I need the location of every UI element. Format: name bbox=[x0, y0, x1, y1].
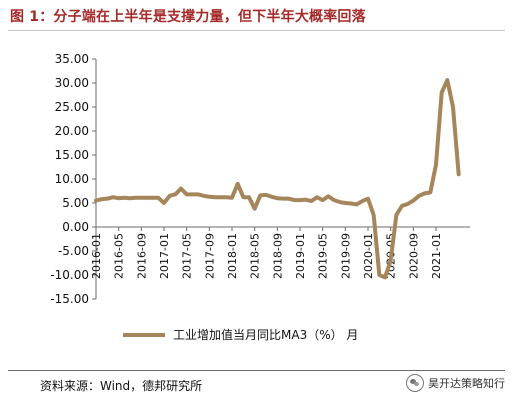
y-tick-label: 25.00 bbox=[55, 100, 89, 114]
x-tick-label: 2018-09 bbox=[271, 233, 284, 279]
source-note: 资料来源：Wind，德邦研究所 bbox=[40, 379, 203, 393]
x-tick-label: 2019-05 bbox=[317, 233, 330, 279]
y-tick-label: 15.00 bbox=[55, 148, 89, 162]
x-tick-label: 2020-01 bbox=[362, 233, 375, 279]
y-tick-label: -10.00 bbox=[50, 268, 89, 282]
line-chart: 35.00 30.00 25.00 20.00 15.00 10.00 5.00 0.00 -5… bbox=[50, 52, 470, 306]
legend-swatch bbox=[123, 332, 165, 337]
x-tick-label: 2018-01 bbox=[226, 233, 239, 279]
y-tick-label: 5.00 bbox=[62, 196, 89, 210]
wechat-icon bbox=[406, 374, 424, 392]
chart-title: 图 1：分子端在上半年是支撑力量，但下半年大概率回落 bbox=[10, 9, 366, 25]
x-tick-label: 2021-01 bbox=[430, 233, 443, 279]
watermark-text: 昊开达策略知行 bbox=[428, 377, 505, 390]
y-tick-label: 30.00 bbox=[55, 76, 89, 90]
legend-label: 工业增加值当月同比MA3（%） 月 bbox=[173, 328, 359, 342]
x-tick-label: 2019-01 bbox=[294, 233, 307, 279]
y-tick-label: -15.00 bbox=[50, 292, 89, 306]
legend: 工业增加值当月同比MA3（%） 月 bbox=[123, 326, 358, 343]
source-divider bbox=[8, 370, 505, 371]
watermark: 昊开达策略知行 bbox=[404, 374, 507, 392]
x-tick-label: 2016-09 bbox=[135, 233, 148, 279]
y-tick-label: 35.00 bbox=[55, 52, 89, 66]
x-tick-label: 2017-01 bbox=[158, 233, 171, 279]
y-tick-label: 20.00 bbox=[55, 124, 89, 138]
title-divider bbox=[8, 30, 505, 31]
x-tick-label: 2018-05 bbox=[249, 233, 262, 279]
x-tick-label: 2017-09 bbox=[203, 233, 216, 279]
x-tick-label: 2019-09 bbox=[339, 233, 352, 279]
x-tick-label: 2020-09 bbox=[407, 233, 420, 279]
series-line bbox=[94, 78, 461, 280]
y-tick-label: 10.00 bbox=[55, 172, 89, 186]
x-tick-label: 2016-05 bbox=[113, 233, 126, 279]
y-tick-label: -5.00 bbox=[58, 244, 89, 258]
x-tick-label: 2017-05 bbox=[181, 233, 194, 279]
y-axis-ticks: 35.00 30.00 25.00 20.00 15.00 10.00 5.00 0.00 -5… bbox=[50, 52, 96, 306]
y-tick-label: 0.00 bbox=[62, 220, 89, 234]
x-tick-label: 2016-01 bbox=[90, 233, 103, 279]
